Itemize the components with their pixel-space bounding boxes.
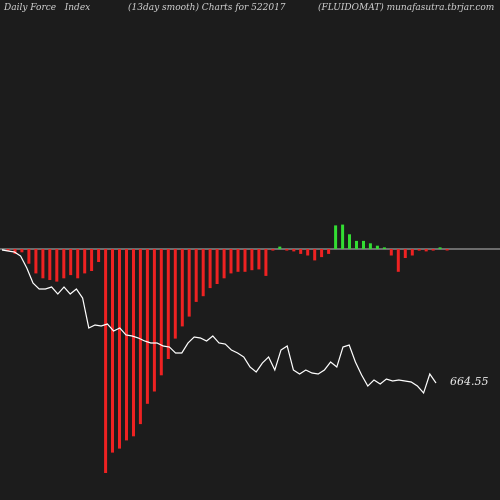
force-bar (97, 249, 101, 262)
force-bar (187, 249, 191, 317)
header-right: (FLUIDOMAT) munafasutra.tbrjar.com (318, 3, 495, 13)
force-bar (62, 249, 66, 279)
force-bar (48, 249, 52, 280)
force-bar (13, 249, 17, 254)
force-bar (306, 249, 310, 256)
force-bar (264, 249, 268, 276)
force-bar (159, 249, 163, 376)
force-bar (355, 240, 358, 249)
force-bar (180, 249, 184, 327)
force-bar (83, 249, 87, 274)
force-bar (271, 249, 275, 251)
force-bar (55, 249, 59, 282)
force-bar (320, 249, 324, 258)
force-bar (90, 249, 94, 271)
force-bar (118, 249, 121, 449)
force-bar (368, 243, 372, 249)
force-bar (104, 249, 108, 473)
force-bar (215, 249, 219, 284)
force-bar (424, 249, 428, 252)
force-bar (362, 240, 365, 249)
force-bar (243, 249, 247, 272)
force-bar (278, 246, 282, 249)
force-bar (152, 249, 156, 392)
header-center: (13day smooth) Charts for 522017 (128, 3, 286, 13)
force-bar (375, 245, 379, 249)
force-bar (299, 249, 303, 254)
force-bar (389, 249, 393, 256)
force-bar (396, 249, 400, 272)
force-bar (236, 249, 240, 272)
force-bar (27, 249, 31, 264)
force-bar (445, 249, 449, 251)
force-bar (403, 249, 407, 258)
force-bar (222, 249, 226, 279)
force-bar (431, 249, 435, 251)
force-bar (111, 249, 114, 453)
price-line (1, 249, 437, 395)
force-bar (382, 247, 386, 249)
force-bar (41, 249, 45, 279)
force-bar (410, 249, 414, 256)
force-bar (173, 249, 177, 339)
force-bar (208, 249, 212, 289)
force-bar (417, 249, 421, 251)
force-bar (334, 225, 338, 249)
force-bar (166, 249, 170, 359)
force-bar (138, 249, 142, 425)
force-bar (125, 249, 128, 441)
force-bar (229, 249, 233, 274)
force-bar (194, 249, 198, 302)
force-bar (250, 249, 254, 271)
header-left: Daily Force Index (4, 3, 91, 13)
force-bar (6, 249, 10, 252)
force-bar (132, 249, 135, 437)
force-bar (20, 249, 24, 253)
force-bar (292, 249, 296, 252)
force-bar (76, 249, 80, 279)
force-bar (201, 249, 205, 297)
force-bar (327, 249, 331, 254)
force-bar (285, 249, 289, 251)
force-index-bars (6, 224, 449, 473)
force-bar (341, 224, 345, 249)
force-bar (145, 249, 149, 404)
force-bar (313, 249, 317, 261)
force-bar (348, 234, 351, 249)
last-price-label: 664.55 (450, 375, 489, 388)
force-bar (438, 247, 442, 249)
force-bar (34, 249, 38, 274)
force-bar (69, 249, 73, 276)
force-bar (257, 249, 261, 270)
